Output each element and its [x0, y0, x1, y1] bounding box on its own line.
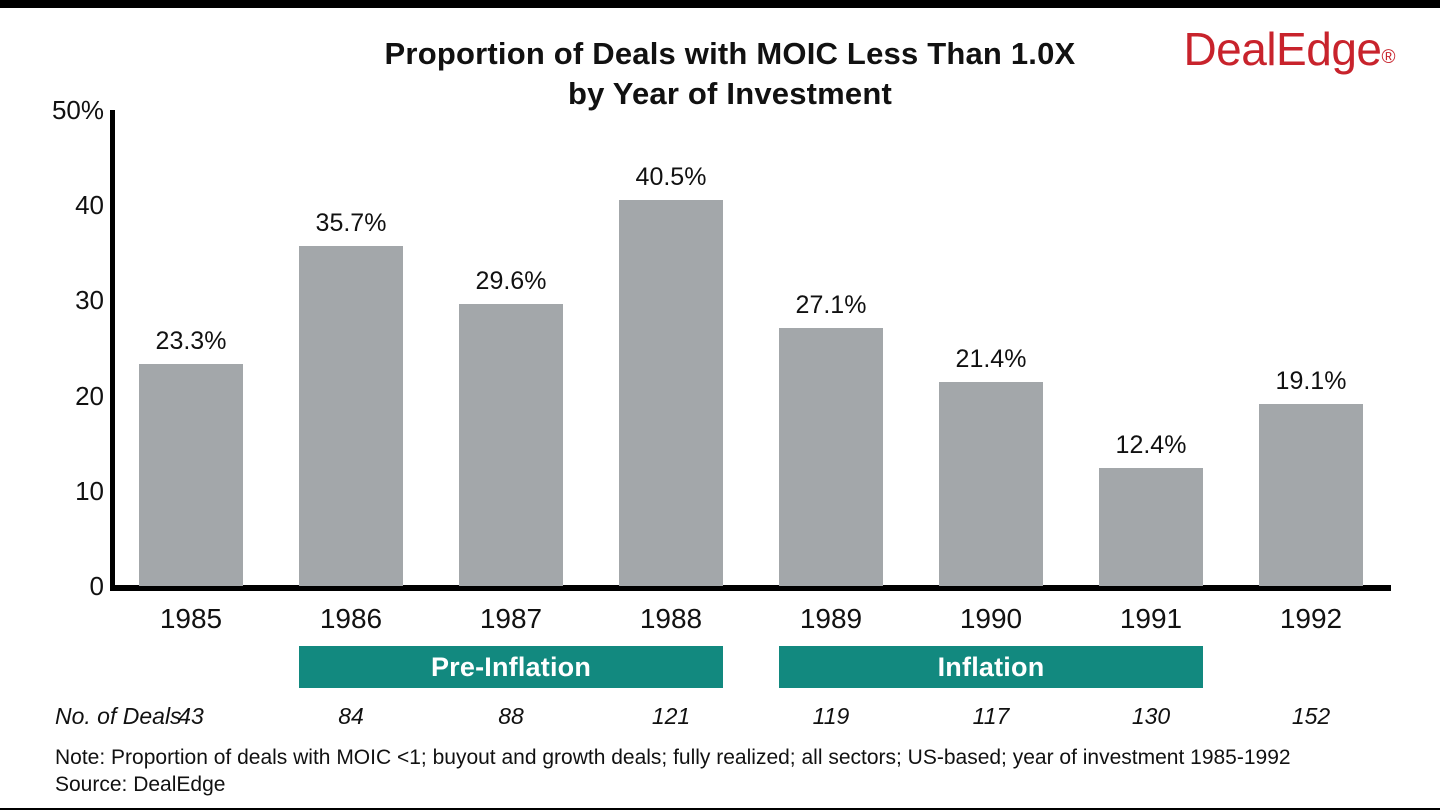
bar-1992	[1259, 404, 1363, 586]
bar-value-label: 40.5%	[635, 163, 707, 192]
period-band-inflation: Inflation	[779, 646, 1203, 688]
deal-count: 117	[972, 703, 1010, 729]
y-axis-tick-label: 30	[75, 285, 104, 316]
bar-1987	[459, 304, 563, 586]
y-axis-line	[110, 110, 115, 591]
bar-value-label: 27.1%	[795, 291, 867, 319]
y-axis-tick-label: 40	[75, 190, 104, 221]
y-axis-tick-label: 0	[89, 571, 104, 601]
period-band-pre-inflation: Pre-Inflation	[299, 646, 723, 688]
bar-1986	[299, 246, 403, 586]
y-axis-tick-label: 20	[75, 380, 104, 411]
bar-value-label: 19.1%	[1275, 367, 1347, 396]
x-axis-category-label: 1991	[1119, 603, 1183, 634]
deal-count: 121	[651, 703, 691, 729]
chart-title: Proportion of Deals with MOIC Less Than …	[280, 34, 1180, 114]
x-axis-category-label: 1992	[1279, 603, 1343, 634]
bar-1988	[619, 200, 723, 586]
deal-count: 43	[178, 703, 204, 729]
deal-count: 119	[812, 703, 850, 729]
bar-value-label: 35.7%	[315, 209, 387, 238]
deal-count: 130	[1131, 703, 1171, 729]
registered-mark: ®	[1381, 47, 1396, 68]
bar-1985	[139, 364, 243, 586]
x-axis-line	[110, 585, 1391, 591]
x-axis-category-label: 1990	[959, 603, 1023, 634]
bar-value-label: 12.4%	[1115, 430, 1187, 459]
x-axis-category-label: 1989	[799, 603, 863, 634]
dealedge-logo-text: DealEdge	[1183, 23, 1382, 75]
note-text: Note: Proportion of deals with MOIC <1; …	[55, 746, 1291, 769]
bar-value-label: 23.3%	[155, 327, 227, 356]
deal-count: 84	[338, 703, 364, 729]
deal-count: 88	[498, 703, 524, 729]
source-text: Source: DealEdge	[55, 773, 226, 796]
top-rule	[0, 0, 1440, 8]
deal-count: 152	[1291, 703, 1331, 729]
x-axis-category-label: 1986	[319, 603, 383, 634]
deals-row-label: No. of Deals	[55, 703, 182, 729]
x-axis-category-label: 1987	[479, 603, 543, 634]
chart-title-line-2: by Year of Investment	[567, 76, 893, 111]
bottom-rule	[0, 808, 1440, 810]
period-band-label: Inflation	[937, 651, 1045, 682]
bar-1991	[1099, 467, 1203, 586]
chart-title-line-1: Proportion of Deals with MOIC Less Than …	[384, 36, 1076, 71]
x-axis-category-label: 1985	[159, 603, 223, 634]
y-axis-tick-label: 50%	[51, 95, 104, 125]
bar-1990	[939, 382, 1043, 586]
x-axis-category-label: 1988	[639, 603, 703, 634]
y-axis-tick-label: 10	[75, 475, 104, 506]
bar-value-label: 21.4%	[955, 345, 1027, 374]
bar-1989	[779, 328, 883, 586]
bar-value-label: 29.6%	[475, 267, 547, 296]
dealedge-logo: DealEdge®	[1183, 22, 1395, 76]
period-band-label: Pre-Inflation	[430, 651, 592, 682]
